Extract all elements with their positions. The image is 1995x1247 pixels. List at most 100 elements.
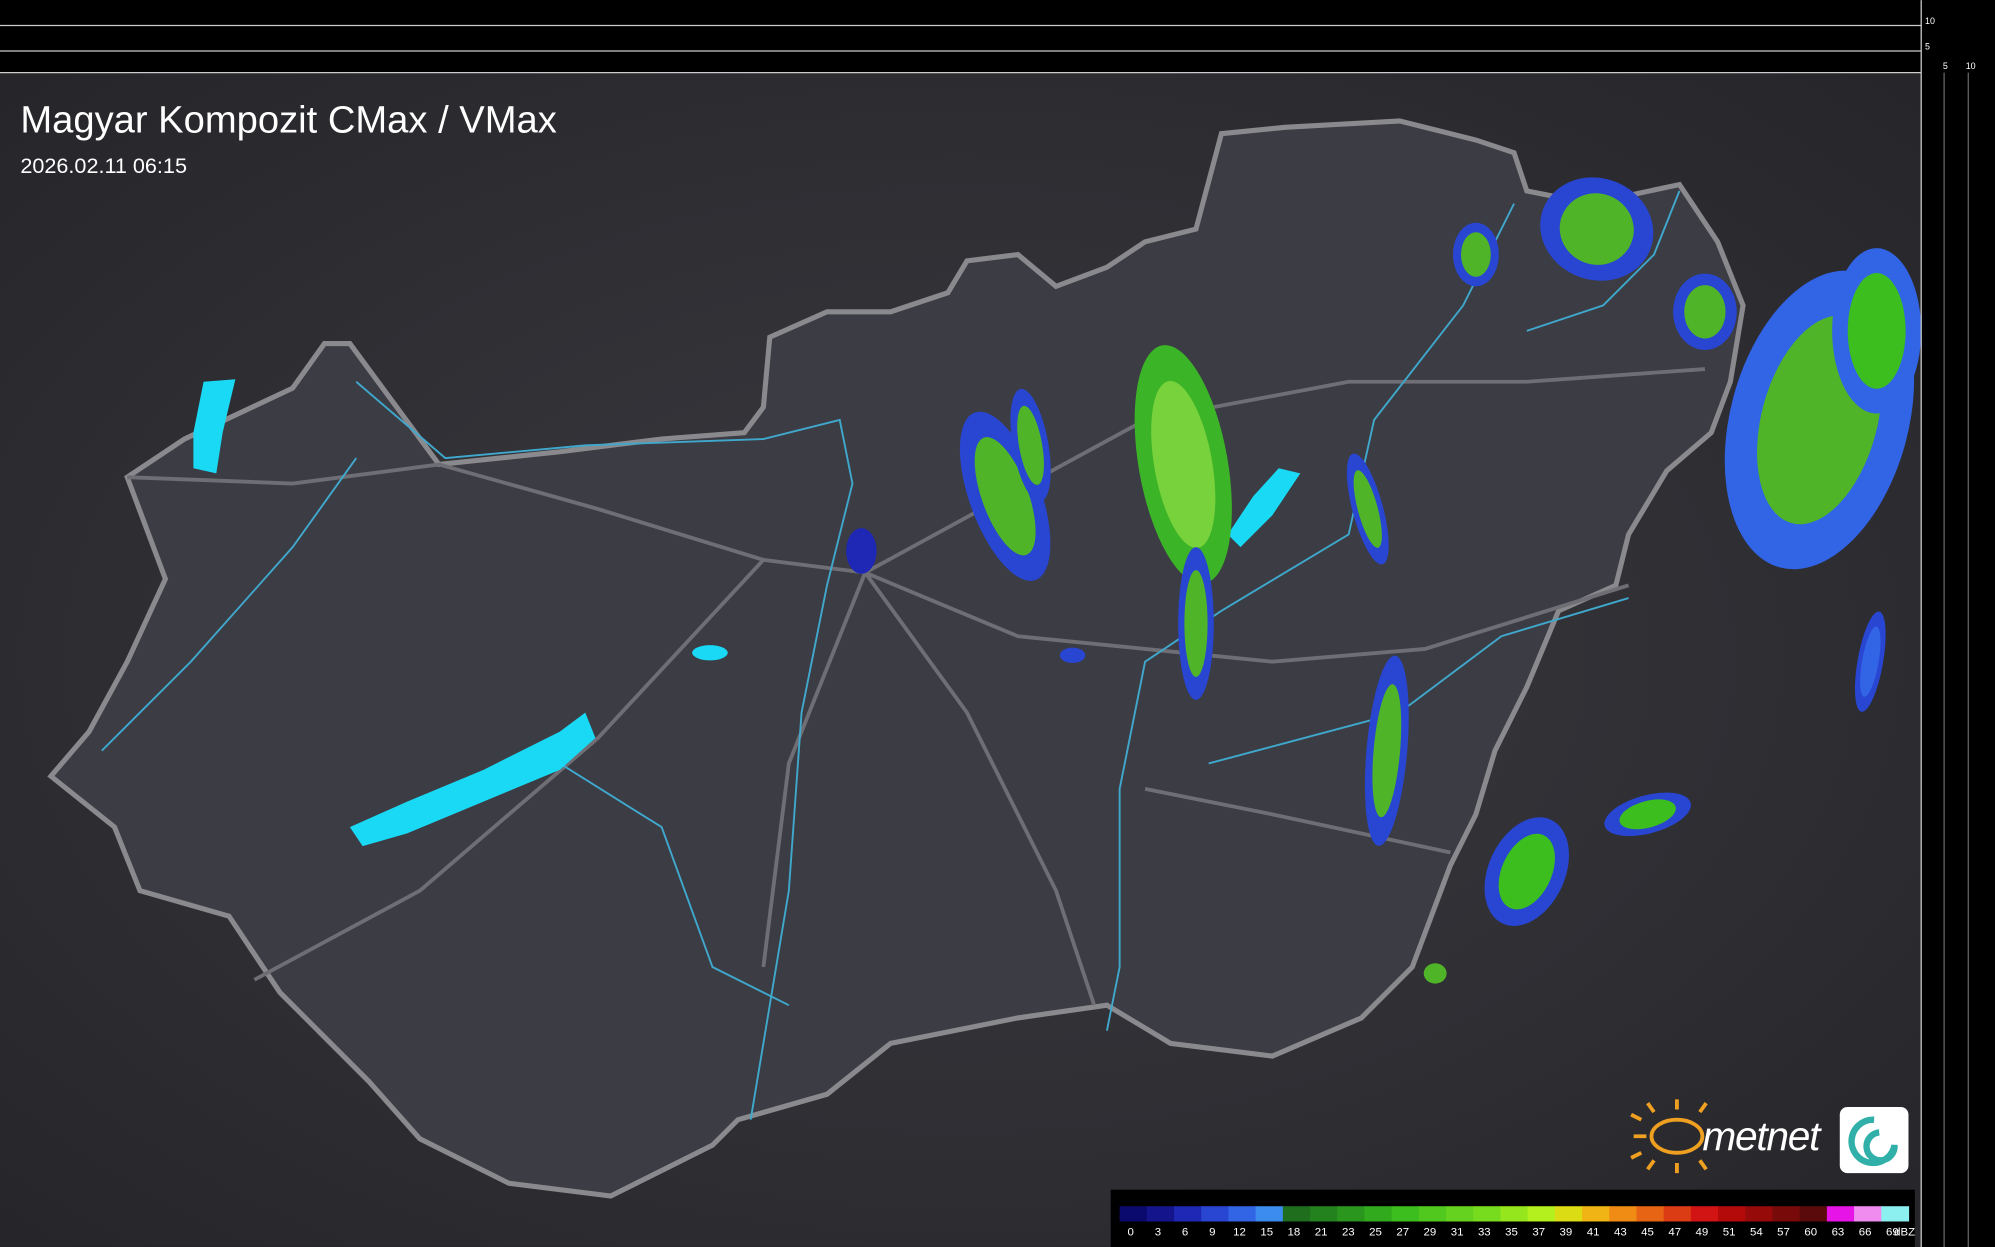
legend-swatch (1854, 1206, 1882, 1222)
legend-unit: dBZ (1894, 1226, 1915, 1238)
echo-outer (846, 528, 877, 574)
lake (692, 645, 728, 661)
river (1208, 597, 1629, 765)
legend-swatch (1364, 1206, 1393, 1222)
legend-label: 18 (1288, 1226, 1301, 1238)
echo-core (1461, 232, 1491, 277)
legend-swatch (1473, 1206, 1502, 1222)
legend-label: 6 (1182, 1226, 1188, 1238)
river (559, 762, 790, 1007)
legend-label: 51 (1723, 1226, 1736, 1238)
legend-label: 25 (1369, 1226, 1382, 1238)
profile-label: 5 (1925, 42, 1930, 52)
legend-swatch (1527, 1206, 1556, 1222)
legend-label: 35 (1505, 1226, 1518, 1238)
legend-swatch (1337, 1206, 1366, 1222)
road (253, 558, 765, 982)
legend-swatch (1174, 1206, 1202, 1222)
echo-core (1372, 684, 1402, 818)
lakes (193, 379, 1301, 847)
echo-core (1619, 799, 1676, 830)
country-area (47, 118, 1746, 1199)
echo-core (1017, 405, 1044, 485)
legend-label: 69 (1886, 1226, 1899, 1238)
legend-label: 63 (1832, 1226, 1845, 1238)
legend-label: 66 (1859, 1226, 1872, 1238)
legend-swatch (1718, 1206, 1746, 1222)
river (1105, 203, 1515, 1031)
legend-label: 41 (1587, 1226, 1600, 1238)
legend-swatch (1310, 1206, 1338, 1222)
timestamp: 2026.02.11 06:15 (20, 153, 187, 178)
legend-swatch (1636, 1206, 1665, 1222)
legend-swatch (1772, 1206, 1801, 1222)
profile-label: 10 (1925, 16, 1935, 26)
legend-label: 21 (1315, 1226, 1328, 1238)
legend-label: 31 (1451, 1226, 1464, 1238)
legend-swatch (1745, 1206, 1774, 1222)
legend-swatch (1146, 1206, 1175, 1222)
lake (1227, 468, 1301, 548)
legend-label: 0 (1128, 1226, 1134, 1238)
legend-label: 15 (1260, 1226, 1273, 1238)
logo-swirl (1848, 1116, 1898, 1167)
legend-label: 12 (1233, 1226, 1246, 1238)
legend-label: 49 (1696, 1226, 1709, 1238)
profile-label: 5 (1943, 61, 1948, 71)
legend-swatch (1418, 1206, 1447, 1222)
map-title: Magyar Kompozit CMax / VMax (20, 98, 556, 141)
echo-outer (1059, 647, 1086, 663)
rivers (101, 190, 1681, 1120)
legend-swatch (1826, 1206, 1855, 1222)
sun-icon (1630, 1099, 1708, 1174)
lake (349, 712, 596, 847)
echo-core (1847, 272, 1906, 389)
legend-swatch (1500, 1206, 1529, 1222)
road (761, 571, 867, 968)
echo-core (974, 437, 1036, 556)
legend-label: 54 (1750, 1226, 1763, 1238)
legend-swatch (1609, 1206, 1638, 1222)
echo-core (1684, 285, 1726, 339)
legend-label: 60 (1804, 1226, 1817, 1238)
legend-label: 29 (1424, 1226, 1437, 1238)
echo-core (1860, 626, 1881, 697)
legend-label: 9 (1209, 1226, 1215, 1238)
legend-label: 33 (1478, 1226, 1491, 1238)
legend-label: 23 (1342, 1226, 1355, 1238)
echo-core (1151, 380, 1216, 548)
road (863, 571, 1097, 1006)
legend-swatch (1119, 1206, 1148, 1222)
echo-core (1498, 833, 1555, 910)
legend-label: 27 (1396, 1226, 1409, 1238)
legend-label: 43 (1614, 1226, 1627, 1238)
legend-label: 47 (1668, 1226, 1681, 1238)
echo-core (1353, 470, 1382, 548)
legend-label: 45 (1641, 1226, 1654, 1238)
legend-swatch (1799, 1206, 1828, 1222)
legend-swatch (1201, 1206, 1230, 1222)
river (101, 457, 358, 752)
legend-swatch (1663, 1206, 1692, 1222)
legend: 0 3 6 9 12 15 18 21 23 25 27 29 31 33 35 37 39 41 43 45 47 49… (1119, 1206, 1915, 1238)
lake (193, 379, 236, 474)
profile-label: 10 (1966, 61, 1976, 71)
radar-echoes (846, 177, 1922, 984)
legend-label: 3 (1155, 1226, 1161, 1238)
legend-label: 37 (1532, 1226, 1545, 1238)
echo-core (1184, 570, 1208, 677)
road (127, 462, 866, 575)
legend-swatch (1228, 1206, 1257, 1222)
road (1144, 787, 1451, 855)
river (355, 381, 854, 1120)
legend-swatch (1446, 1206, 1474, 1222)
legend-swatch (1690, 1206, 1719, 1222)
legend-swatch (1391, 1206, 1420, 1222)
legend-swatch (1282, 1206, 1311, 1222)
echo-outer (1423, 963, 1447, 984)
legend-label: 57 (1777, 1226, 1790, 1238)
legend-swatch (1255, 1206, 1284, 1222)
echo-core (1559, 193, 1634, 265)
